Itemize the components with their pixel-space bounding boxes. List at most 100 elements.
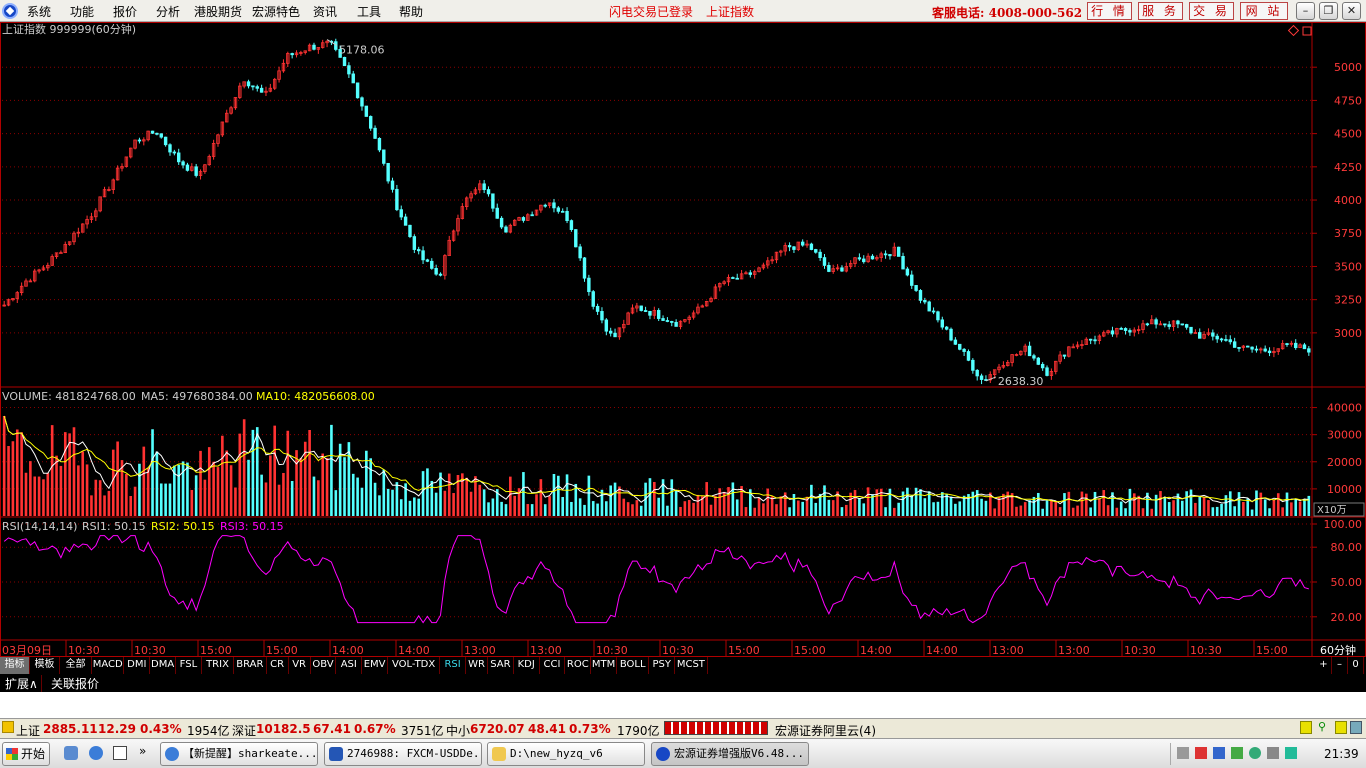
indicator-tab-vr[interactable]: VR [289,657,311,674]
lock-icon[interactable] [1350,721,1362,734]
more-icon[interactable]: » [139,744,147,758]
candle-body [1232,341,1237,348]
indicator-tab-vol-tdx[interactable]: VOL-TDX [388,657,441,674]
indicator-tab-asi[interactable]: ASI [336,657,363,674]
trade-button[interactable]: 交 易 [1189,2,1234,20]
candle-body [944,326,949,330]
security-icon[interactable] [1213,747,1225,759]
keyboard-icon[interactable] [1177,747,1189,759]
window-icon[interactable] [113,746,127,760]
candle-body [1150,319,1154,325]
task-fxcm[interactable]: 2746988: FXCM-USDDe... [324,742,482,766]
expand-toggle[interactable]: 扩展∧ [2,675,42,692]
menu-news[interactable]: 资讯 [313,5,338,19]
candle-body [373,127,377,139]
menu-system[interactable]: 系统 [27,5,52,19]
restore-icon[interactable]: ❐ [1319,2,1338,20]
task-folder[interactable]: D:\new_hyzq_v6 [487,742,645,766]
candle-body [617,327,622,338]
indicator-tab-cci[interactable]: CCI [540,657,566,674]
minimize-icon[interactable]: – [1296,2,1315,20]
kline-chart[interactable]: 5000 4750 4500 4250 4000 3750 3500 3250 3000 5178… [0,22,1366,657]
menu-function[interactable]: 功能 [70,5,95,19]
market-button[interactable]: 行 情 [1087,2,1132,20]
time-label: 15:00 [794,644,826,657]
network-icon[interactable] [1195,747,1207,759]
server-name[interactable]: 宏源证券阿里云(4) [775,724,876,738]
candle-body [565,210,569,221]
market-icon[interactable] [2,721,14,733]
menu-bar: 系统 功能 报价 分析 港股期货 宏源特色 资讯 工具 帮助 闪电交易已登录 上… [0,0,1366,22]
tab-template[interactable]: 模板 [30,657,60,674]
indicator-tab-roc[interactable]: ROC [565,657,592,674]
sync-icon[interactable] [1285,747,1297,759]
website-button[interactable]: 网 站 [1240,2,1288,20]
indicator-tab-dma[interactable]: DMA [150,657,176,674]
reset-button[interactable]: 0 [1348,657,1364,674]
volume-icon[interactable] [1267,747,1279,759]
task-browser[interactable]: 【新提醒】sharkeate... [160,742,318,766]
show-desktop-icon[interactable] [64,746,78,760]
candle-body [447,239,451,256]
start-button[interactable]: 开始 [2,742,50,766]
indicator-tab-dmi[interactable]: DMI [124,657,151,674]
message-icon[interactable] [1335,721,1347,734]
candle-body [883,253,888,256]
zoom-in-button[interactable]: + [1316,657,1332,674]
price-tick-label: 4000 [1334,194,1362,207]
candle-body [1014,354,1019,356]
candle-body [15,292,19,299]
signal-icon: ⚲ [1318,720,1327,733]
indicator-tab-obv[interactable]: OBV [311,657,337,674]
candle-body [635,305,639,309]
candle-body [246,81,251,87]
ie-icon[interactable] [89,746,103,760]
candle-body [355,82,360,99]
task-hongyuan[interactable]: 宏源证券增强版V6.48... [651,742,809,766]
tab-all[interactable]: 全部 [60,657,92,674]
menu-help[interactable]: 帮助 [399,5,424,19]
indicator-tab-trix[interactable]: TRIX [202,657,235,674]
indicator-tab-boll[interactable]: BOLL [617,657,650,674]
candle-body [704,301,709,307]
close-icon[interactable]: ✕ [1342,2,1361,20]
zoom-out-button[interactable]: – [1332,657,1348,674]
indicator-tab-kdj[interactable]: KDJ [514,657,540,674]
menu-analysis[interactable]: 分析 [156,5,181,19]
indicator-tab-emv[interactable]: EMV [362,657,388,674]
candle-body [508,224,513,233]
indicator-tab-rsi[interactable]: RSI [440,657,466,674]
candle-body [81,223,85,233]
price-tick-label: 3750 [1334,227,1362,240]
shield-icon[interactable] [1231,747,1243,759]
indicator-tab-macd[interactable]: MACD [92,657,125,674]
menu-tools[interactable]: 工具 [357,5,382,19]
indicator-tab-sar[interactable]: SAR [488,657,514,674]
menu-hongyuan-special[interactable]: 宏源特色 [252,5,301,19]
flash-trade-status[interactable]: 闪电交易已登录 [609,5,694,19]
indicator-tab-brar[interactable]: BRAR [234,657,267,674]
indicator-tab-fsl[interactable]: FSL [176,657,202,674]
indicator-tab-mcst[interactable]: MCST [675,657,708,674]
candle-body [744,272,748,275]
candle-body [949,328,953,341]
alert-icon[interactable] [1300,721,1312,734]
chart-area[interactable]: 5000 4750 4500 4250 4000 3750 3500 3250 3000 5178… [0,22,1366,657]
candle-body [866,255,870,263]
rsi-tick-label: 20.00 [1331,611,1363,624]
service-button[interactable]: 服 务 [1138,2,1183,20]
menu-quote[interactable]: 报价 [113,5,138,19]
tab-indicator[interactable]: 指标 [0,657,30,674]
update-icon[interactable] [1249,747,1261,759]
indicator-tab-wr[interactable]: WR [466,657,488,674]
menu-hk-futures[interactable]: 港股期货 [194,5,243,19]
candle-body [294,52,299,56]
indicator-tab-psy[interactable]: PSY [649,657,676,674]
indicator-tab-mtm[interactable]: MTM [591,657,617,674]
app-logo-icon[interactable] [2,3,18,19]
rsi-tick-label: 50.00 [1331,576,1363,589]
related-quotes-tab[interactable]: 关联报价 [51,677,100,691]
indicator-tab-cr[interactable]: CR [267,657,289,674]
candle-body [207,156,211,166]
rsi-tick-label: 100.00 [1324,518,1363,531]
